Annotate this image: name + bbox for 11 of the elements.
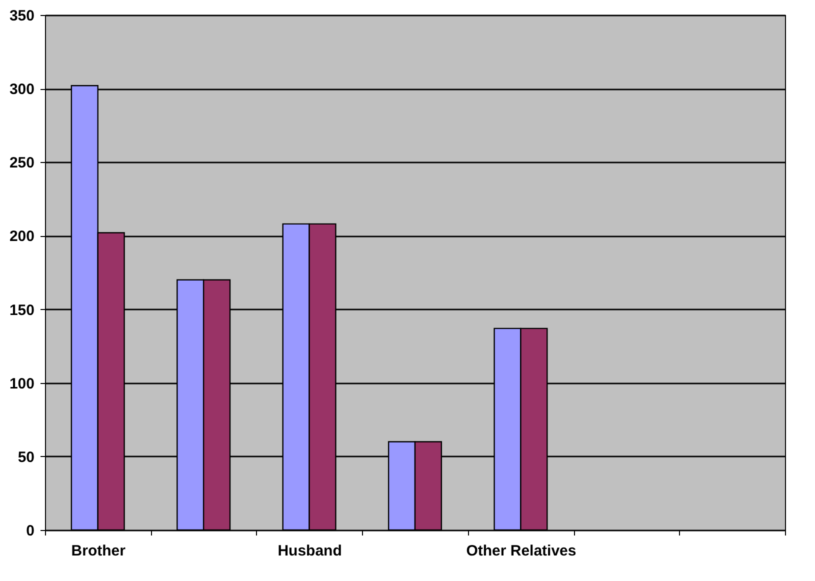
y-tick-label: 50 — [18, 448, 34, 466]
y-tick-label: 200 — [9, 228, 34, 246]
y-tick-label: 300 — [9, 81, 34, 98]
y-tick-label: 0 — [26, 522, 34, 540]
x-tick-label: Brother — [71, 542, 126, 560]
y-tick-label: 350 — [9, 8, 34, 24]
x-tick-label: Husband — [278, 542, 342, 560]
x-tick-label: Other Relatives — [466, 542, 576, 560]
y-tick-label: 250 — [9, 154, 34, 172]
y-tick-label: 150 — [9, 302, 34, 319]
y-tick-label: 100 — [9, 375, 34, 392]
